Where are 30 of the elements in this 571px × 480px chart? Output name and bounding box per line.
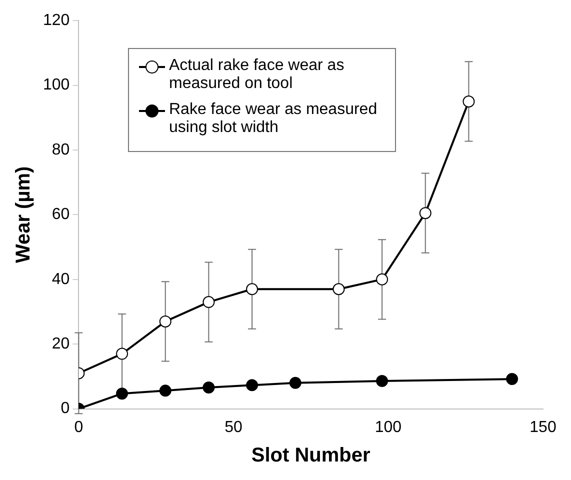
point bbox=[159, 384, 172, 397]
legend-label: Rake face wear as measured using slot width bbox=[169, 101, 378, 137]
y-tick-label: 80 bbox=[52, 141, 70, 158]
point bbox=[202, 381, 215, 394]
point bbox=[419, 207, 432, 220]
y-tick-label: 120 bbox=[42, 12, 70, 30]
point bbox=[506, 373, 518, 386]
point bbox=[202, 296, 215, 308]
x-tick-label: 50 bbox=[224, 418, 242, 436]
y-tick-label: 40 bbox=[52, 270, 70, 288]
point bbox=[289, 376, 302, 389]
point bbox=[246, 283, 258, 296]
y-tick-label: 60 bbox=[52, 206, 70, 224]
x-tick-label: 150 bbox=[530, 418, 556, 436]
point bbox=[462, 95, 475, 108]
point bbox=[376, 374, 388, 387]
legend-label: Actual rake face wear as measured on tool bbox=[169, 57, 346, 93]
x-tick-label: 0 bbox=[74, 418, 84, 436]
y-axis-title: Wear (µm) bbox=[12, 166, 35, 264]
y-tick-label: 0 bbox=[60, 400, 70, 418]
x-tick-label: 100 bbox=[374, 418, 402, 436]
point bbox=[246, 379, 258, 392]
y-tick-label: 100 bbox=[42, 76, 70, 94]
point bbox=[116, 348, 128, 360]
point bbox=[332, 283, 345, 296]
point bbox=[159, 315, 172, 328]
x-axis-title: Slot Number bbox=[251, 444, 371, 467]
y-tick-label: 20 bbox=[52, 336, 70, 353]
point bbox=[116, 388, 128, 400]
point bbox=[376, 273, 388, 286]
